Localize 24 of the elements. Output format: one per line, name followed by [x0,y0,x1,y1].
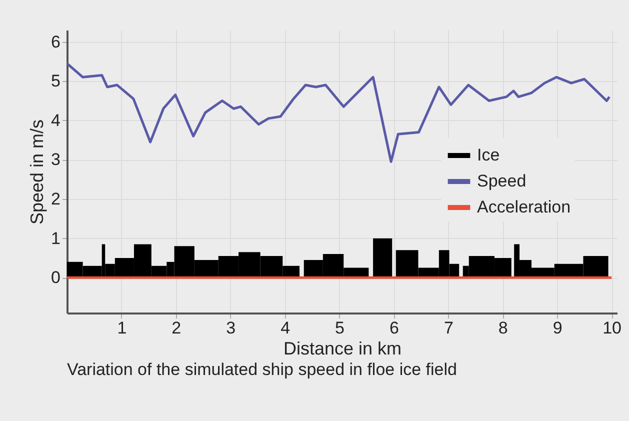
y-tick-label: 2 [51,190,60,209]
y-axis-title: Speed in m/s [27,119,48,225]
x-tick-label: 9 [552,318,562,338]
y-tick-label: 5 [51,72,60,91]
x-tick-label: 3 [226,318,236,338]
x-tick-label: 4 [280,318,290,338]
legend-label: Ice [477,146,500,165]
x-tick-label: 7 [444,318,454,338]
x-axis-title: Distance in km [283,338,402,358]
legend-label: Speed [477,172,526,191]
y-tick-label: 6 [51,32,60,52]
y-tick-label: 0 [51,268,60,288]
x-tick-label: 6 [390,318,399,338]
x-tick-label: 2 [172,318,182,338]
legend-label: Acceleration [477,198,571,217]
line-series [67,62,611,163]
y-tick-label: 1 [51,228,60,248]
y-tick-label: 4 [51,110,60,130]
x-tick-label: 1 [117,318,127,338]
y-tick-label: 3 [51,150,60,170]
text: Variation of the simulated ship speed in floe ice field [67,360,457,380]
x-tick-label: 5 [335,318,345,338]
x-tick-label: 10 [602,318,622,338]
x-tick-label: 8 [498,318,508,338]
